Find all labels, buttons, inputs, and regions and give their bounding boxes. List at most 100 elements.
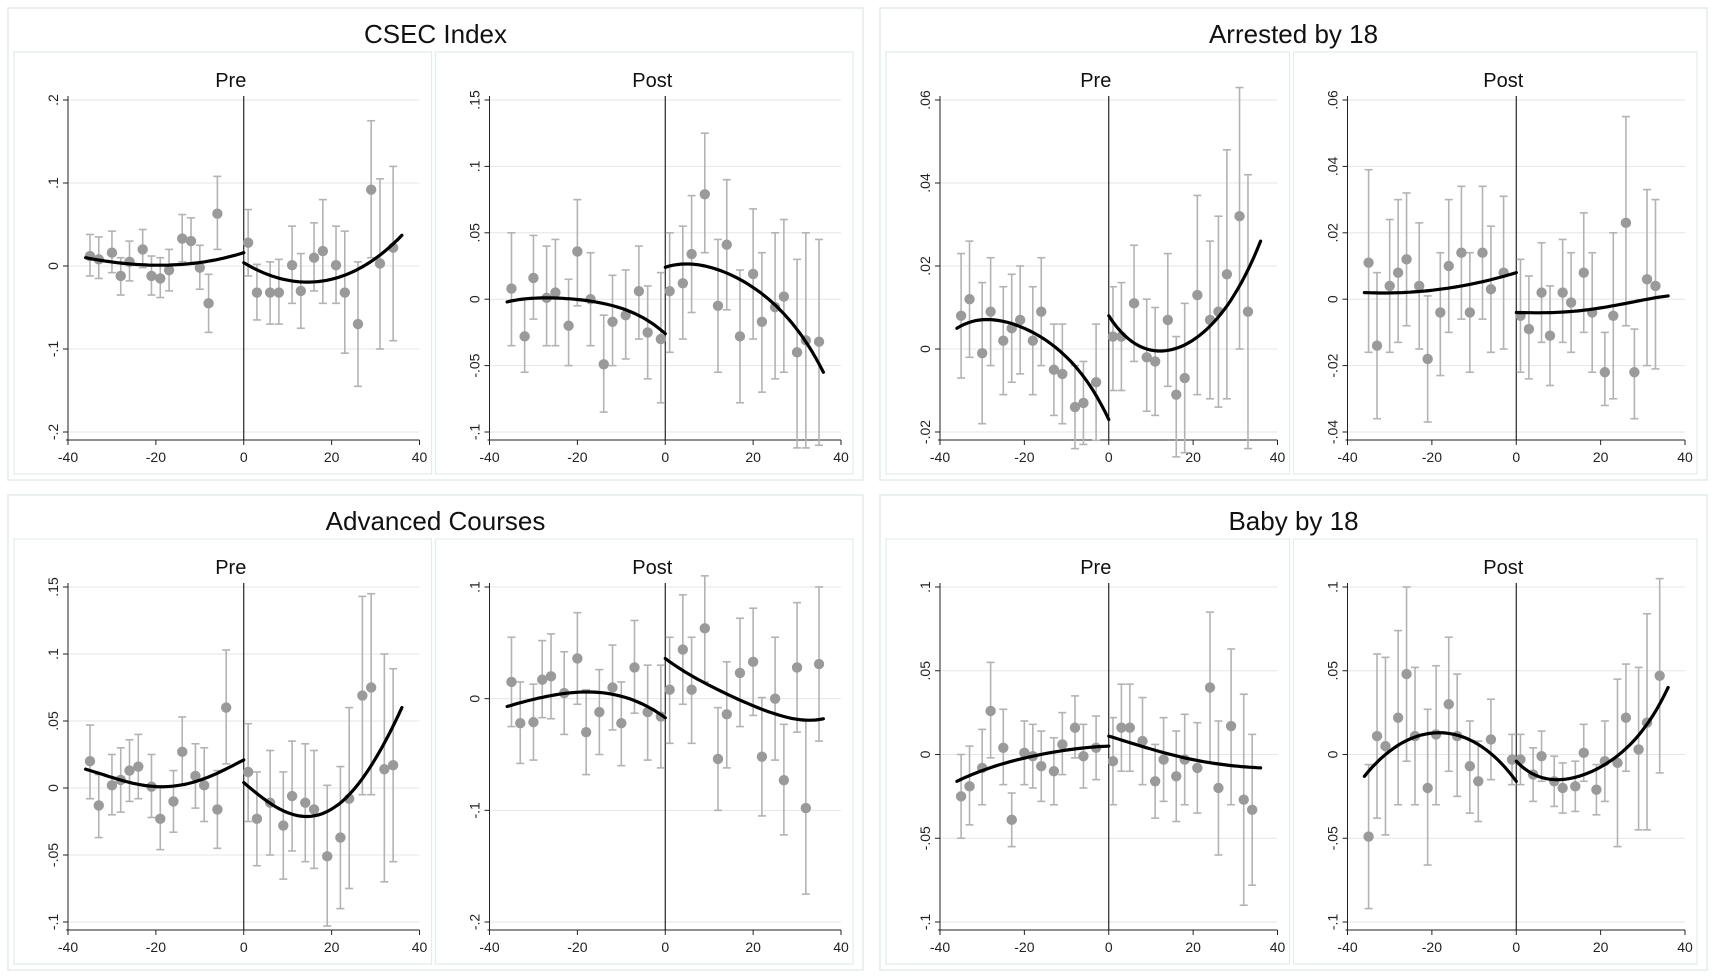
data-point (1171, 771, 1182, 782)
subplot-frame (1292, 538, 1698, 965)
y-tick-label: .06 (1325, 90, 1341, 110)
data-point (985, 306, 996, 317)
data-point (308, 804, 320, 815)
data-point (177, 746, 188, 758)
data-point (1401, 254, 1412, 265)
x-tick-label: 0 (1105, 939, 1113, 955)
data-point (106, 780, 118, 791)
y-tick-label: -.05 (1325, 826, 1341, 850)
fit-curve-pre (1362, 271, 1518, 295)
x-tick-label: 40 (412, 449, 428, 465)
data-point (357, 690, 368, 701)
data-point (1141, 352, 1152, 363)
data-point (1570, 781, 1581, 792)
y-tick-label: -.05 (467, 353, 483, 377)
subplot-post: Post -.1 -.05 0 .05 .1 -40 -20 0 20 40 (1292, 538, 1698, 965)
data-point (1464, 307, 1476, 318)
data-point (1057, 739, 1068, 750)
data-point (286, 259, 298, 271)
data-point (194, 262, 206, 273)
chart-panel-1: CSEC Index Pre -.2 -.1 0 .1 .2 -40 -20 0 20 40 Post -… (7, 7, 864, 481)
data-point (747, 656, 759, 668)
data-point (212, 804, 223, 815)
data-point (1536, 287, 1547, 298)
x-tick-label: -40 (479, 449, 499, 465)
x-tick-label: 40 (1270, 939, 1286, 955)
y-tick-label: .1 (1325, 581, 1341, 593)
data-point (1204, 682, 1216, 693)
data-point (778, 291, 790, 302)
y-tick-label: -.1 (917, 914, 933, 931)
fit-curve-post (1514, 685, 1670, 782)
data-point (1485, 734, 1497, 745)
data-point (137, 244, 148, 255)
y-tick-label: -.1 (467, 424, 483, 441)
data-point (168, 796, 179, 807)
x-tick-label: -20 (146, 449, 166, 465)
y-tick-label: .1 (45, 648, 61, 660)
subplot-frame (434, 51, 854, 475)
data-point (734, 331, 746, 342)
data-point (115, 270, 126, 282)
data-point (1171, 389, 1182, 400)
subplot-title: Pre (215, 557, 246, 579)
fit-curve-pre (955, 744, 1111, 783)
data-point (734, 667, 746, 679)
data-point (1620, 712, 1632, 723)
data-point (955, 310, 967, 321)
y-tick-label: -.05 (45, 843, 61, 867)
data-point (655, 333, 667, 345)
data-point (955, 791, 967, 802)
data-point (791, 347, 803, 358)
data-point (1137, 735, 1148, 747)
data-point (1599, 367, 1611, 378)
x-tick-label: -40 (930, 449, 950, 465)
data-point (519, 331, 530, 342)
data-point (1401, 668, 1412, 680)
fit-curve-post (663, 656, 825, 722)
data-point (506, 676, 517, 688)
data-point (251, 287, 263, 298)
x-tick-label: 0 (240, 449, 248, 465)
data-point (330, 259, 342, 271)
data-point (1027, 335, 1039, 346)
data-point (84, 756, 96, 767)
x-tick-label: -20 (1014, 939, 1034, 955)
data-point (607, 316, 618, 327)
x-tick-label: 40 (412, 939, 428, 955)
y-tick-label: -.02 (1325, 353, 1341, 377)
x-tick-label: -20 (1422, 449, 1442, 465)
y-tick-label: -.2 (467, 914, 483, 931)
data-point (1246, 804, 1258, 815)
data-point (677, 644, 689, 655)
data-point (712, 753, 724, 765)
x-tick-label: 0 (1512, 939, 1520, 955)
x-tick-label: -40 (1337, 939, 1357, 955)
data-point (1158, 754, 1169, 765)
data-point (677, 278, 689, 289)
data-point (1192, 289, 1203, 301)
subplot-frame (1292, 51, 1698, 475)
data-point (1384, 280, 1395, 292)
x-tick-label: 20 (324, 449, 340, 465)
x-tick-label: 20 (324, 939, 340, 955)
y-tick-label: 0 (45, 262, 61, 270)
y-tick-label: -.04 (1325, 420, 1341, 444)
y-tick-label: .05 (467, 223, 483, 243)
data-point (1464, 761, 1476, 772)
x-tick-label: -20 (1014, 449, 1034, 465)
x-tick-label: 20 (1593, 939, 1609, 955)
x-tick-label: -20 (146, 939, 166, 955)
data-point (800, 802, 812, 814)
x-tick-label: 20 (745, 449, 761, 465)
subplot-pre: Pre -.02 0 .02 .04 .06 -40 -20 0 20 40 (885, 51, 1291, 475)
data-point (199, 780, 210, 791)
data-point (712, 300, 724, 312)
y-tick-label: .1 (467, 160, 483, 172)
data-point (251, 813, 263, 825)
data-point (629, 662, 640, 673)
data-point (1036, 761, 1047, 772)
subplot-post: Post -.04 -.02 0 .02 .04 .06 -40 -20 0 20 40 (1292, 51, 1698, 475)
data-point (1443, 699, 1454, 710)
y-tick-label: 0 (917, 750, 933, 758)
